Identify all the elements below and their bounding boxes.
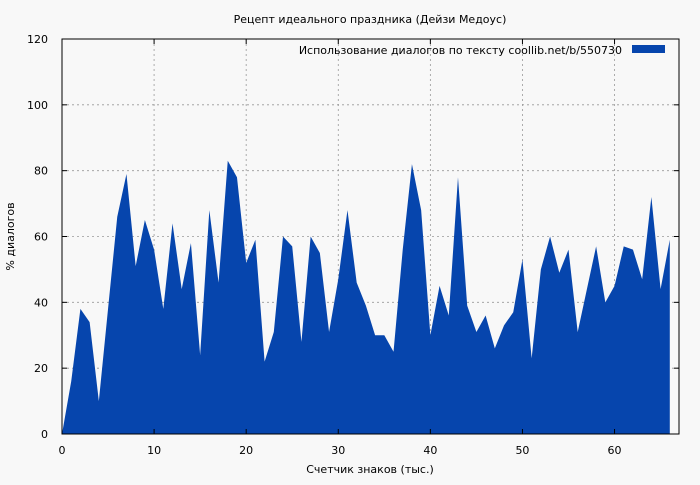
x-tick-label: 30	[331, 444, 345, 457]
y-tick-label: 40	[34, 296, 48, 309]
x-tick-label: 0	[59, 444, 66, 457]
y-tick-label: 0	[41, 428, 48, 441]
y-tick-label: 100	[27, 99, 48, 112]
legend: Использование диалогов по тексту coollib…	[299, 44, 665, 57]
y-tick-label: 80	[34, 165, 48, 178]
plot-area-fill	[62, 160, 670, 434]
legend-swatch	[632, 45, 665, 53]
x-axis-label: Счетчик знаков (тыс.)	[306, 463, 434, 476]
x-tick-label: 60	[608, 444, 622, 457]
grid	[62, 39, 679, 434]
x-tick-label: 50	[515, 444, 529, 457]
y-tick-label: 60	[34, 231, 48, 244]
legend-label: Использование диалогов по тексту coollib…	[299, 44, 622, 57]
ticks: 0 20 40 60 80 100 120 0 10 20 30 40 50 60	[27, 33, 679, 457]
x-tick-label: 20	[239, 444, 253, 457]
x-tick-label: 10	[147, 444, 161, 457]
chart-title: Рецепт идеального праздника (Дейзи Медоу…	[234, 13, 507, 26]
area-series-dialog-usage	[62, 160, 670, 434]
y-axis-label: % диалогов	[4, 202, 17, 270]
y-tick-label: 120	[27, 33, 48, 46]
x-tick-label: 40	[423, 444, 437, 457]
y-tick-label: 20	[34, 362, 48, 375]
